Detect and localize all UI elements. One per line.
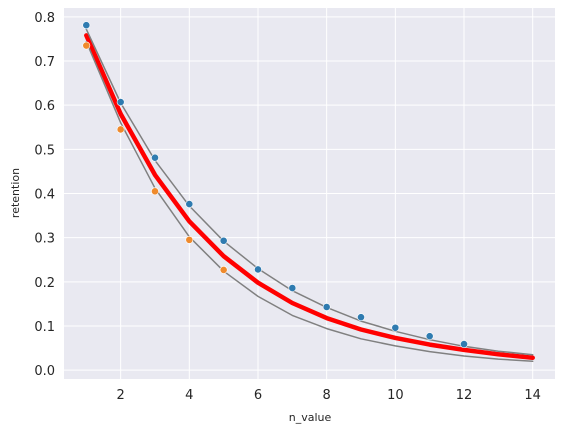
- x-tick-label: 10: [387, 388, 404, 403]
- y-tick-label: 0.3: [34, 232, 55, 247]
- data-point-0: [288, 284, 297, 292]
- y-axis-label: retention: [9, 168, 22, 218]
- data-point-1: [185, 235, 194, 244]
- y-tick-label: 0.1: [34, 320, 55, 335]
- y-tick-label: 0.2: [34, 276, 55, 291]
- tick-labels: 2 4 6 8 10 12 14 0.0 0.1 0.2 0.3 0.4 0.5 0.6 0.7 0.8: [34, 11, 541, 403]
- data-point-0: [460, 340, 468, 349]
- series-layer: [82, 21, 535, 363]
- data-point-0: [185, 200, 194, 208]
- data-point-0: [322, 303, 331, 311]
- x-tick-label: 8: [323, 388, 331, 403]
- data-point-0: [254, 265, 262, 274]
- data-point-0: [82, 21, 91, 30]
- x-tick-label: 4: [185, 388, 193, 403]
- data-point-0: [151, 153, 159, 162]
- x-tick-label: 14: [524, 388, 541, 403]
- data-point-1: [82, 41, 91, 50]
- x-tick-label: 6: [254, 388, 262, 403]
- data-point-1: [151, 187, 159, 196]
- series-line-4: [85, 40, 534, 363]
- y-tick-label: 0.8: [34, 11, 55, 26]
- y-tick-label: 0.7: [34, 55, 55, 70]
- x-tick-label: 12: [456, 388, 473, 403]
- x-tick-label: 2: [117, 388, 125, 403]
- series-line-2: [84, 33, 535, 361]
- data-point-1: [219, 266, 228, 274]
- data-point-1: [116, 125, 125, 134]
- x-axis-label: n_value: [289, 411, 332, 424]
- y-tick-label: 0.4: [34, 188, 55, 203]
- data-point-0: [219, 236, 228, 245]
- y-tick-label: 0.0: [34, 364, 55, 379]
- series-line-3: [85, 28, 534, 356]
- gridlines: [64, 8, 555, 379]
- data-point-0: [391, 323, 400, 332]
- data-point-0: [425, 332, 434, 341]
- y-tick-label: 0.5: [34, 143, 55, 158]
- data-point-0: [116, 98, 125, 106]
- data-point-0: [357, 313, 365, 322]
- y-tick-label: 0.6: [34, 99, 55, 114]
